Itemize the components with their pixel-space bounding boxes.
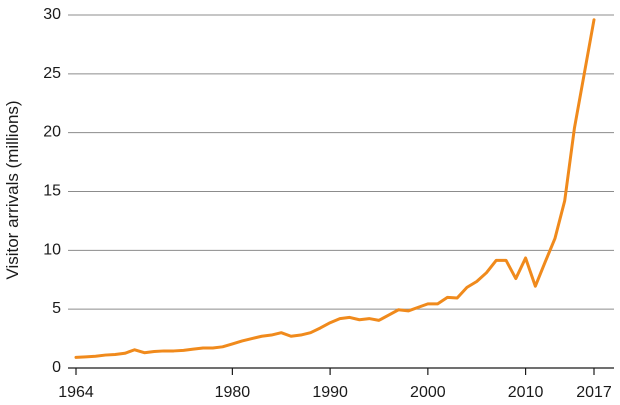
x-tick-label-1980: 1980 bbox=[215, 384, 251, 401]
y-tick-label-20: 20 bbox=[43, 124, 61, 141]
x-tick-label-1964: 1964 bbox=[58, 384, 94, 401]
y-tick-label-10: 10 bbox=[43, 241, 61, 258]
y-tick-label-0: 0 bbox=[52, 359, 61, 376]
y-tick-label-25: 25 bbox=[43, 65, 61, 82]
x-tick-label-2010: 2010 bbox=[508, 384, 544, 401]
x-tick-label-2000: 2000 bbox=[410, 384, 446, 401]
x-axis-ticks: 1964 1980 1990 2000 2010 2017 bbox=[58, 368, 612, 401]
grid-lines bbox=[68, 14, 614, 310]
y-tick-label-5: 5 bbox=[52, 300, 61, 317]
visitor-arrivals-line bbox=[74, 18, 596, 359]
x-tick-label-2017: 2017 bbox=[576, 384, 612, 401]
y-tick-label-15: 15 bbox=[43, 183, 61, 200]
y-axis-tick-labels: 0 5 10 15 20 25 30 bbox=[43, 6, 61, 376]
y-axis-title: Visitor arrivals (millions) bbox=[3, 100, 22, 279]
x-tick-label-1990: 1990 bbox=[312, 384, 348, 401]
series-layer bbox=[74, 18, 596, 359]
y-tick-label-30: 30 bbox=[43, 6, 61, 23]
